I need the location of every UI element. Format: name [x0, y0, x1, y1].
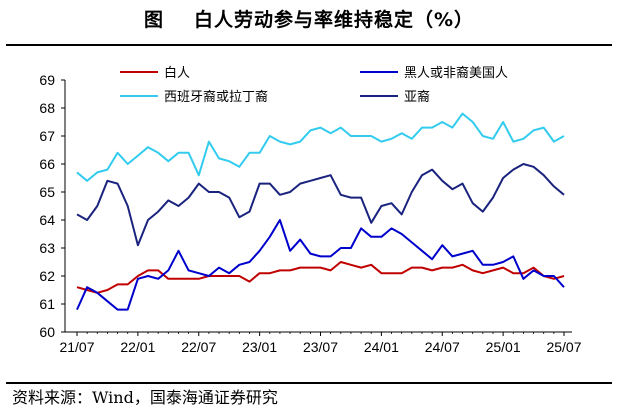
series-line-3	[76, 112, 565, 182]
y-tick-label: 60	[39, 324, 55, 340]
y-tick-label: 63	[39, 240, 55, 256]
x-tick-label: 21/07	[59, 339, 94, 355]
figure-label: 图	[143, 9, 164, 31]
legend-label-4: 亚裔	[404, 89, 430, 105]
legend-label-1: 白人	[164, 65, 190, 81]
series-lines	[76, 112, 565, 311]
y-tick-label: 62	[39, 268, 55, 284]
y-tick-label: 65	[39, 184, 55, 200]
bottom-rule	[6, 382, 612, 384]
legend-label-2: 黑人或非裔美国人	[404, 65, 508, 81]
y-tick-label: 68	[39, 100, 55, 116]
tick-labels: 60 61 62 63 64 65 66 67 68 69 21/07 22/01 22/07 23/01…	[39, 72, 581, 355]
x-tick-label: 24/07	[425, 339, 460, 355]
top-rule	[6, 44, 612, 46]
y-tick-label: 67	[39, 128, 55, 144]
title-text: 白人劳动参与率维持稳定（%）	[193, 9, 475, 31]
x-tick-label: 25/01	[486, 339, 521, 355]
x-tick-label: 23/01	[242, 339, 277, 355]
y-tick-label: 66	[39, 156, 55, 172]
y-tick-label: 61	[39, 296, 55, 312]
y-tick-label: 64	[39, 212, 55, 228]
x-tick-label: 23/07	[303, 339, 338, 355]
x-tick-label: 22/01	[120, 339, 155, 355]
axes	[61, 79, 572, 336]
legend-label-3: 西班牙裔或拉丁裔	[164, 89, 268, 105]
chart-title: 图 白人劳动参与率维持稳定（%）	[0, 0, 618, 40]
source-note: 资料来源：Wind，国泰海通证券研究	[12, 388, 278, 407]
series-line-2	[76, 219, 565, 311]
x-tick-label: 24/01	[364, 339, 399, 355]
x-tick-label: 25/07	[546, 339, 581, 355]
y-tick-label: 69	[39, 72, 55, 88]
series-line-4	[76, 163, 565, 247]
series-line-1	[76, 261, 565, 294]
x-tick-label: 22/07	[181, 339, 216, 355]
